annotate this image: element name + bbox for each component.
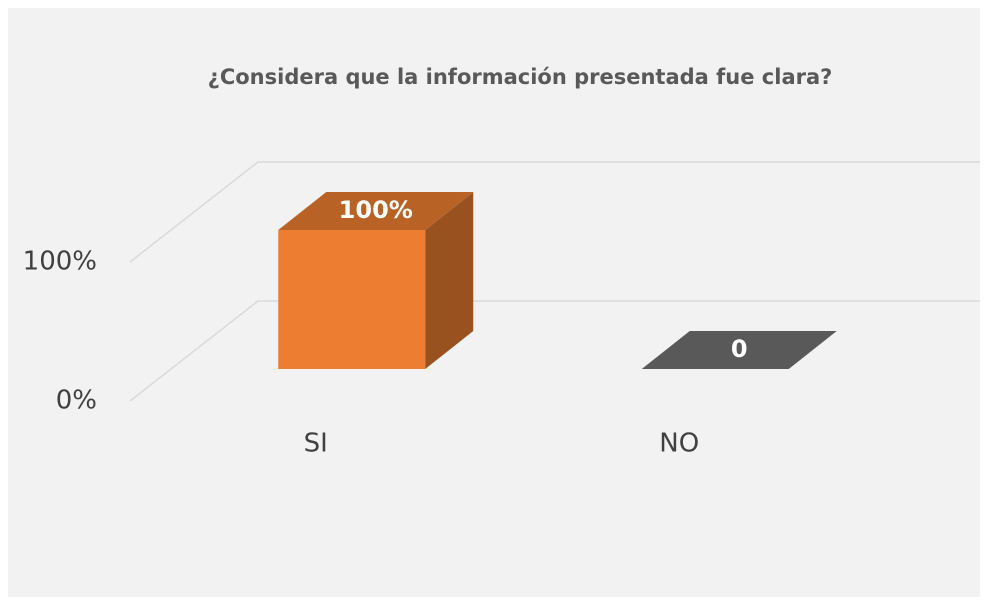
chart-area xyxy=(8,8,980,597)
bar-side xyxy=(425,192,474,369)
bar-top xyxy=(278,192,474,230)
x-tick-label: NO xyxy=(659,429,699,459)
chart-title: ¿Considera que la información presentada… xyxy=(208,65,833,89)
y-tick-label: 100% xyxy=(23,247,97,277)
y-tick-label: 0% xyxy=(56,386,97,416)
grid-line-side xyxy=(129,161,259,263)
data-label: 100% xyxy=(339,196,413,224)
bar-front xyxy=(278,230,426,369)
grid-line-side xyxy=(129,300,259,402)
data-label: 0 xyxy=(731,335,748,363)
bar-top xyxy=(641,331,837,369)
x-tick-label: SI xyxy=(304,429,328,459)
